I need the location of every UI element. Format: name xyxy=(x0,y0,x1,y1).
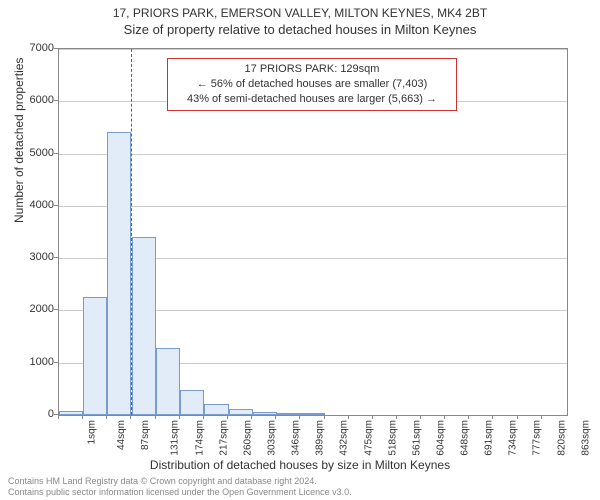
histogram-bar xyxy=(204,404,228,416)
x-tick-label: 87sqm xyxy=(140,420,151,450)
x-tick-label: 648sqm xyxy=(460,420,471,456)
x-tick-mark xyxy=(299,415,300,419)
x-tick-label: 260sqm xyxy=(242,420,253,456)
grid-line xyxy=(59,206,567,207)
footer-attribution: Contains HM Land Registry data © Crown c… xyxy=(8,476,352,498)
footer-line-1: Contains HM Land Registry data © Crown c… xyxy=(8,476,352,487)
x-tick-mark xyxy=(420,415,421,419)
x-tick-label: 561sqm xyxy=(411,420,422,456)
histogram-bar xyxy=(229,409,253,415)
property-marker-line xyxy=(131,49,133,415)
y-axis-ticks: 01000200030004000500060007000 xyxy=(0,48,58,416)
x-tick-mark xyxy=(492,415,493,419)
histogram-bar xyxy=(83,297,107,415)
histogram-bar xyxy=(253,412,277,415)
x-tick-label: 1sqm xyxy=(86,420,97,444)
annotation-line: 17 PRIORS PARK: 129sqm xyxy=(174,62,450,77)
x-tick-label: 820sqm xyxy=(556,420,567,456)
x-axis-label: Distribution of detached houses by size … xyxy=(0,458,600,472)
x-tick-mark xyxy=(517,415,518,419)
x-tick-label: 691sqm xyxy=(484,420,495,456)
annotation-box: 17 PRIORS PARK: 129sqm← 56% of detached … xyxy=(167,58,457,111)
x-tick-label: 863sqm xyxy=(580,420,591,456)
x-tick-mark xyxy=(444,415,445,419)
x-tick-label: 389sqm xyxy=(315,420,326,456)
x-tick-mark xyxy=(396,415,397,419)
x-tick-mark xyxy=(203,415,204,419)
footer-line-2: Contains public sector information licen… xyxy=(8,487,352,498)
grid-line xyxy=(59,154,567,155)
x-tick-mark xyxy=(130,415,131,419)
x-tick-label: 734sqm xyxy=(508,420,519,456)
histogram-bar xyxy=(132,237,156,415)
plot-area: 17 PRIORS PARK: 129sqm← 56% of detached … xyxy=(58,48,568,416)
histogram-bar xyxy=(59,411,83,415)
x-tick-mark xyxy=(106,415,107,419)
grid-line xyxy=(59,49,567,50)
x-tick-mark xyxy=(468,415,469,419)
x-tick-label: 217sqm xyxy=(218,420,229,456)
y-tick-label: 7000 xyxy=(30,42,54,54)
histogram-bar xyxy=(156,348,180,415)
chart-address: 17, PRIORS PARK, EMERSON VALLEY, MILTON … xyxy=(0,6,600,20)
y-tick-label: 3000 xyxy=(30,251,54,263)
x-tick-mark xyxy=(251,415,252,419)
annotation-line: 43% of semi-detached houses are larger (… xyxy=(174,92,450,107)
y-tick-label: 2000 xyxy=(30,303,54,315)
annotation-line: ← 56% of detached houses are smaller (7,… xyxy=(174,77,450,92)
chart-container: 17, PRIORS PARK, EMERSON VALLEY, MILTON … xyxy=(0,0,600,500)
y-tick-label: 4000 xyxy=(30,199,54,211)
x-tick-label: 432sqm xyxy=(339,420,350,456)
x-tick-label: 131sqm xyxy=(170,420,181,456)
x-tick-label: 303sqm xyxy=(267,420,278,456)
x-tick-mark xyxy=(227,415,228,419)
x-tick-label: 604sqm xyxy=(435,420,446,456)
y-tick-label: 6000 xyxy=(30,94,54,106)
histogram-bar xyxy=(301,413,325,415)
x-tick-label: 777sqm xyxy=(532,420,543,456)
x-tick-label: 475sqm xyxy=(363,420,374,456)
histogram-bar xyxy=(107,132,131,415)
x-tick-mark xyxy=(275,415,276,419)
y-tick-label: 5000 xyxy=(30,147,54,159)
histogram-bar xyxy=(180,390,204,415)
x-tick-mark xyxy=(348,415,349,419)
x-tick-label: 174sqm xyxy=(194,420,205,456)
x-tick-mark xyxy=(179,415,180,419)
x-tick-mark xyxy=(541,415,542,419)
title-block: 17, PRIORS PARK, EMERSON VALLEY, MILTON … xyxy=(0,6,600,37)
x-tick-mark xyxy=(82,415,83,419)
x-tick-label: 518sqm xyxy=(387,420,398,456)
x-tick-label: 44sqm xyxy=(116,420,127,450)
histogram-bar xyxy=(277,413,301,415)
y-tick-label: 1000 xyxy=(30,356,54,368)
x-tick-mark xyxy=(324,415,325,419)
x-tick-mark xyxy=(155,415,156,419)
chart-subtitle: Size of property relative to detached ho… xyxy=(0,22,600,37)
x-tick-label: 346sqm xyxy=(291,420,302,456)
x-tick-mark xyxy=(372,415,373,419)
x-tick-mark xyxy=(58,415,59,419)
